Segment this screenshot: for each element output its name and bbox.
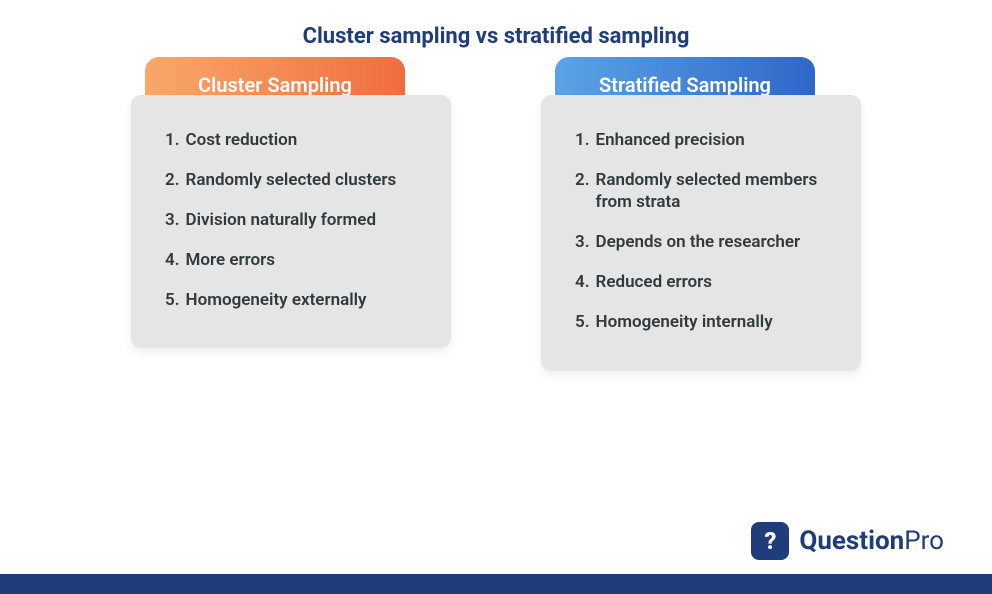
list-item-text: Randomly selected clusters [186,169,421,191]
list-item-text: Cost reduction [186,129,421,151]
list-item: 2. Randomly selected clusters [165,169,421,191]
footer-accent-bar [0,574,992,594]
list-item-text: Reduced errors [596,271,831,293]
list-item-text: Enhanced precision [596,129,831,151]
list-item: 1. Enhanced precision [575,129,831,151]
list-item-number: 3. [575,231,590,253]
list-item-text: Randomly selected members from strata [596,169,831,213]
brand-logo-text-bold: Question [799,526,904,556]
card-cluster-body: 1. Cost reduction 2. Randomly selected clu… [131,95,451,347]
card-cluster: Cluster Sampling 1.Cost reduction 2.Rand… [131,95,451,370]
list-item-text: Division naturally formed [186,209,421,231]
brand-logo-text: QuestionPro [799,526,944,556]
list-item: 4. Reduced errors [575,271,831,293]
list-item-text: Homogeneity externally [186,289,421,311]
list-item-number: 5. [575,311,590,333]
list-item-text: Homogeneity internally [596,311,831,333]
list-item: 1. Cost reduction [165,129,421,151]
page-title: Cluster sampling vs stratified sampling [0,0,992,49]
list-item: 3. Depends on the researcher [575,231,831,253]
list-item: 5. Homogeneity internally [575,311,831,333]
list-item-number: 1. [575,129,590,151]
list-item: 3. Division naturally formed [165,209,421,231]
list-item-number: 4. [165,249,180,271]
list-item-number: 5. [165,289,180,311]
brand-logo-text-light: Pro [904,526,944,556]
card-stratified-header-label: Stratified Sampling [599,73,771,97]
list-item-number: 2. [165,169,180,191]
list-item-text: More errors [186,249,421,271]
list-item-number: 3. [165,209,180,231]
list-item: 5. Homogeneity externally [165,289,421,311]
list-item: 4. More errors [165,249,421,271]
list-item-number: 1. [165,129,180,151]
cards-container: Cluster Sampling 1.Cost reduction 2.Rand… [0,95,992,370]
list-item-number: 4. [575,271,590,293]
card-cluster-header-label: Cluster Sampling [198,73,352,97]
brand-logo: ? QuestionPro [751,522,944,560]
brand-logo-mark-icon: ? [751,522,789,560]
card-stratified-body: 1. Enhanced precision 2.Randomly selected… [541,95,861,370]
list-item-text: Depends on the researcher [596,231,831,253]
list-item: 2.Randomly selected members from strata [575,169,831,213]
list-item-number: 2. [575,169,590,213]
card-stratified: Stratified Sampling 1.Enhanced precision… [541,95,861,370]
